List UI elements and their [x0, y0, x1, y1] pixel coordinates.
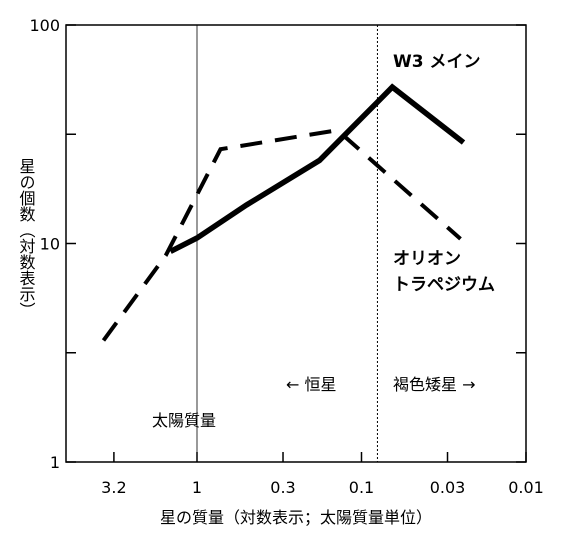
x-tick-label: 1: [192, 478, 202, 497]
orion-label-line1: オリオン: [393, 249, 461, 269]
x-tick-label: 0.1: [349, 478, 374, 497]
x-axis-ticks: 3.2 1 0.3 0.1 0.03 0.01: [101, 452, 544, 497]
orion-label-line2: トラペジウム: [393, 275, 495, 295]
brown-dwarf-label: 褐色矮星 →: [393, 375, 476, 394]
series-line-w3-main: [169, 83, 466, 254]
w3-main-label: W3 メイン: [393, 52, 481, 72]
y-tick-label: 100: [29, 16, 60, 35]
y-tick-label: 1: [50, 453, 60, 472]
y-tick-label: 10: [40, 235, 60, 254]
plot-frame: [65, 24, 527, 463]
y-axis-title: 星の個数（対数表示）: [17, 158, 36, 318]
x-axis-title: 星の質量（対数表示；太陽質量単位）: [160, 508, 432, 527]
x-tick-label: 0.3: [270, 478, 295, 497]
sun-mass-label: 太陽質量: [152, 411, 216, 430]
x-tick-label: 0.01: [508, 478, 544, 497]
series-line-orion-trapezium: [101, 128, 462, 342]
x-tick-label: 3.2: [101, 478, 126, 497]
main-sequence-star-label: ← 恒星: [286, 375, 337, 394]
y-axis-ticks: 1 10 100: [29, 16, 526, 472]
x-tick-label: 0.03: [430, 478, 466, 497]
